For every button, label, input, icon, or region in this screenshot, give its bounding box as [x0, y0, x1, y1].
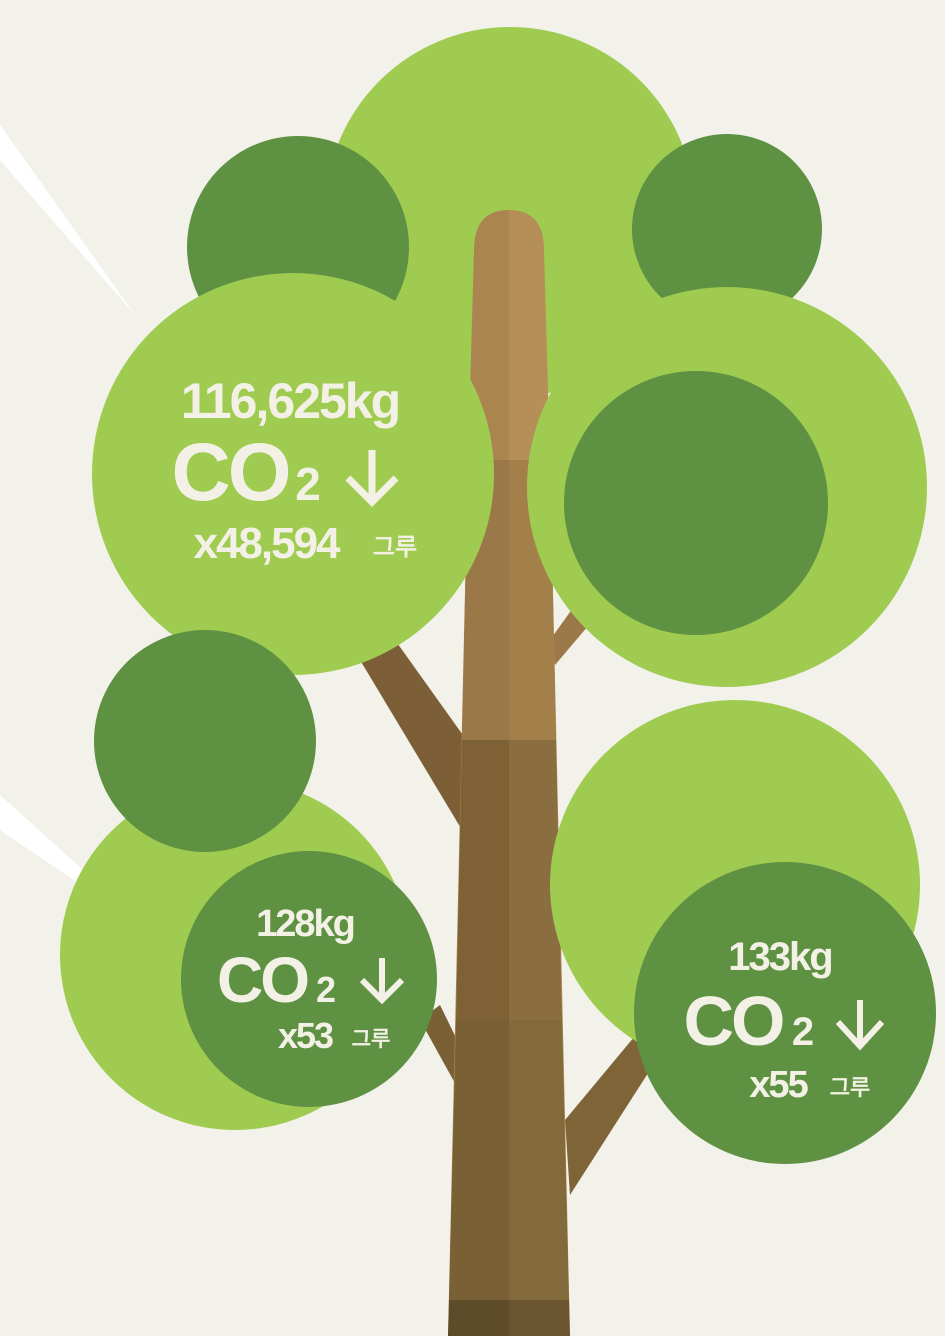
amount: 133kg: [728, 935, 831, 979]
co: CO: [172, 427, 289, 518]
count: x55: [749, 1064, 808, 1106]
bubble: [92, 273, 494, 675]
bubble: [634, 862, 936, 1164]
subscript: 2: [316, 969, 336, 1010]
foliage: [564, 371, 828, 635]
amount: 128kg: [256, 903, 354, 945]
unit: 그루: [830, 1075, 870, 1100]
ray: [0, 125, 135, 315]
subscript: 2: [792, 1010, 814, 1054]
arrow: [835, 1000, 885, 1051]
unit: 그루: [373, 534, 417, 561]
count: x53: [278, 1015, 333, 1056]
arrow: [359, 958, 405, 1005]
amount: 116,625kg: [181, 373, 399, 429]
foliage: [632, 134, 822, 324]
bubble-text: 116,625kg CO 2 x48,594 그루 128kg CO 2 x53…: [172, 373, 885, 1106]
co: CO: [684, 982, 784, 1060]
co: CO: [217, 944, 308, 1016]
foliage: [94, 630, 316, 852]
subscript: 2: [295, 458, 321, 510]
bubble: [181, 851, 437, 1107]
arrow: [345, 450, 399, 507]
count: x48,594: [193, 519, 341, 568]
unit: 그루: [352, 1028, 391, 1051]
